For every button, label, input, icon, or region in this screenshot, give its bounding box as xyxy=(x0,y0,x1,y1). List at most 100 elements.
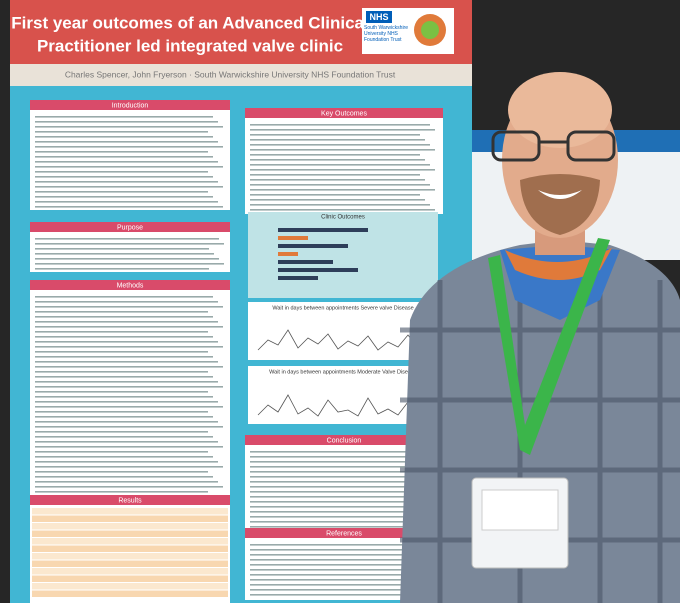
text-line xyxy=(35,396,213,398)
nhs-mark: NHS xyxy=(369,12,388,22)
section-header: Introduction xyxy=(112,102,149,109)
text-line xyxy=(35,476,213,478)
chart-line xyxy=(257,394,429,417)
chart-title: Wait in days between appointments Modera… xyxy=(269,369,417,375)
text-line xyxy=(35,206,223,208)
text-line xyxy=(35,326,223,328)
section-header-bg xyxy=(30,495,230,505)
text-line xyxy=(250,569,435,571)
chart-graphics xyxy=(248,212,438,424)
text-line xyxy=(250,526,436,528)
text-line xyxy=(35,341,218,343)
text-line xyxy=(35,131,208,133)
chart-bar xyxy=(278,268,358,272)
text-line xyxy=(250,481,431,483)
table-row xyxy=(32,538,228,545)
text-line xyxy=(250,476,426,478)
text-line xyxy=(35,321,218,323)
text-line xyxy=(250,199,425,201)
text-line xyxy=(35,126,223,128)
text-line xyxy=(250,584,430,586)
text-line xyxy=(35,121,218,123)
text-line xyxy=(250,594,420,596)
text-line xyxy=(35,381,218,383)
table-row xyxy=(32,553,228,560)
text-line xyxy=(250,144,430,146)
beard xyxy=(520,174,600,235)
text-line xyxy=(250,501,431,503)
text-line xyxy=(35,451,208,453)
text-line xyxy=(35,426,223,428)
table-row xyxy=(32,568,228,575)
nhs-mark-bg xyxy=(366,11,392,23)
text-line xyxy=(250,139,425,141)
text-line xyxy=(35,481,218,483)
section-header-bg xyxy=(30,100,230,110)
text-line xyxy=(250,549,435,551)
text-line xyxy=(35,361,218,363)
text-line xyxy=(35,161,218,163)
table-row xyxy=(32,590,228,597)
section-header-bg xyxy=(245,528,443,538)
text-line xyxy=(250,554,420,556)
section-header-bg xyxy=(30,222,230,232)
text-line xyxy=(35,436,213,438)
text-line xyxy=(35,186,223,188)
text-line xyxy=(35,491,208,493)
poster-title: Practitioner led integrated valve clinic xyxy=(37,36,343,55)
text-line xyxy=(250,579,425,581)
glasses-lens xyxy=(491,130,541,162)
text-line xyxy=(250,564,430,566)
text-line xyxy=(250,466,436,468)
section-header-bg xyxy=(245,435,443,445)
text-line xyxy=(35,141,218,143)
text-line xyxy=(35,416,213,418)
text-line xyxy=(35,351,208,353)
chart-bar xyxy=(278,244,348,248)
text-line xyxy=(250,461,431,463)
text-line xyxy=(35,346,223,348)
text-line xyxy=(35,201,218,203)
text-line xyxy=(35,268,209,270)
table-row xyxy=(32,523,228,530)
text-line xyxy=(35,311,208,313)
text-line xyxy=(250,189,435,191)
text-line xyxy=(250,521,431,523)
text-line xyxy=(35,301,218,303)
teeth xyxy=(538,190,582,199)
section-header-bg xyxy=(245,108,443,118)
text-line xyxy=(250,159,425,161)
chart-bar xyxy=(278,276,318,280)
section-header: Conclusion xyxy=(327,437,362,444)
text-line xyxy=(250,164,430,166)
poster-title: First year outcomes of an Advanced Clini… xyxy=(11,13,368,32)
text-line xyxy=(250,174,420,176)
chart-bg xyxy=(248,212,438,298)
text-line xyxy=(35,171,208,173)
text-line xyxy=(250,456,426,458)
text-line xyxy=(35,466,223,468)
text-line xyxy=(35,296,213,298)
table-row xyxy=(32,583,228,590)
person xyxy=(400,72,680,603)
text-line xyxy=(250,471,421,473)
text-line xyxy=(250,179,425,181)
text-line xyxy=(35,316,213,318)
text-line xyxy=(35,306,223,308)
section-header: Key Outcomes xyxy=(321,110,367,117)
text-line xyxy=(35,471,208,473)
scalp xyxy=(508,72,612,148)
glasses-lens xyxy=(566,130,616,162)
text-line xyxy=(250,574,420,576)
text-line xyxy=(35,461,218,463)
table-row xyxy=(32,530,228,537)
text-line xyxy=(35,391,208,393)
text-line xyxy=(35,386,223,388)
chart-title: Wait in days between appointments Severe… xyxy=(272,305,413,311)
text-line xyxy=(250,559,425,561)
text-line xyxy=(35,253,214,255)
text-line xyxy=(35,146,223,148)
text-line xyxy=(35,156,213,158)
table-row xyxy=(32,545,228,552)
section-body xyxy=(30,110,230,210)
